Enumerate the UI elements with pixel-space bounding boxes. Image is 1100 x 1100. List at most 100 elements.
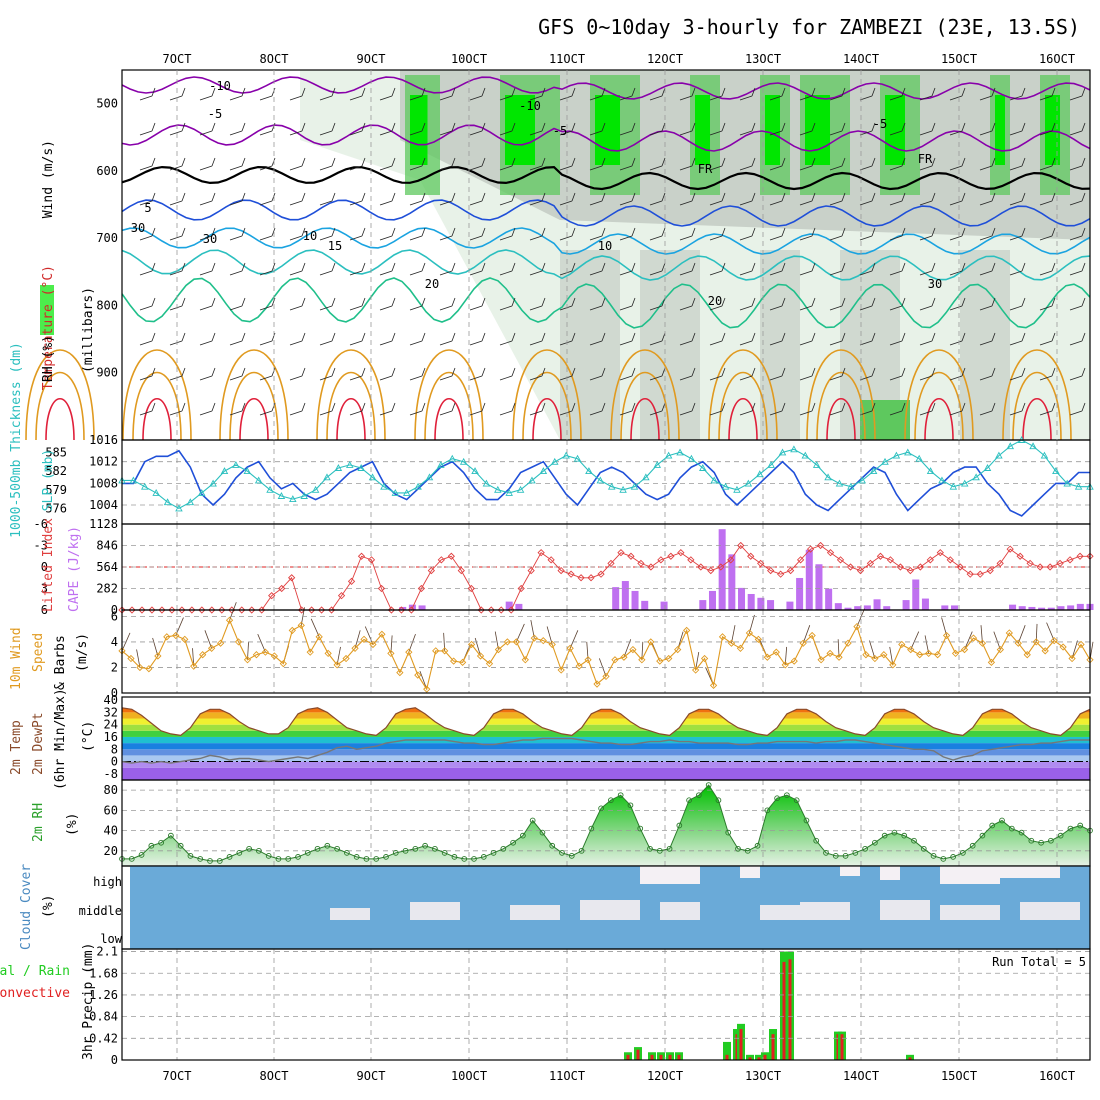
y-tick-label-rh: 20 — [104, 844, 118, 858]
li-series-point — [238, 606, 246, 614]
wind10m-series-point — [925, 649, 933, 658]
wind-barb — [409, 367, 426, 381]
cape-bar — [738, 587, 746, 610]
li-series-point — [737, 541, 745, 550]
contour-label: 10 — [598, 239, 612, 253]
rh2m-series-point — [568, 853, 575, 859]
wind-barb — [739, 192, 756, 206]
wind-barb — [919, 332, 936, 346]
wind-barb — [349, 367, 366, 381]
wind10m-series-point — [530, 634, 538, 642]
wind-barb — [739, 402, 756, 416]
li-series-point — [337, 592, 346, 600]
temp-contour-boundary-layer — [904, 349, 974, 441]
precip-total-bar — [723, 1041, 731, 1060]
wind10m-series-point — [978, 639, 987, 647]
wind-barb — [319, 402, 336, 416]
wind-barb — [379, 297, 396, 311]
y-tick-label-li: -6 — [34, 517, 48, 531]
rh2m-series-point — [128, 856, 135, 862]
dewpt2m-series — [121, 737, 1090, 764]
contour-label: 20 — [425, 277, 439, 291]
rh2m-series-point — [256, 847, 262, 854]
wind10m-series-point — [199, 651, 207, 659]
rh-shade-bright — [410, 95, 428, 165]
li-series-point — [1076, 552, 1084, 560]
li-series-point — [667, 552, 675, 560]
wind-barb — [1009, 297, 1026, 311]
wind-barb — [919, 402, 936, 416]
cloud-high-block — [940, 866, 1000, 884]
wind-barb — [1069, 262, 1086, 276]
wind-barb — [979, 297, 996, 311]
wind-barb — [769, 297, 786, 311]
wind-barb — [529, 402, 546, 416]
wind-barb — [469, 87, 486, 101]
rh2m-series-point — [940, 856, 947, 862]
wind-barb — [319, 367, 336, 381]
temp-contour-boundary-layer — [708, 349, 778, 441]
contour-label: FR — [918, 152, 933, 166]
wind-barb — [379, 227, 396, 241]
rh2m-series-point — [285, 856, 292, 862]
thickness-series-point — [721, 482, 730, 490]
li-series-point — [1006, 545, 1014, 553]
wind-barb — [769, 227, 786, 241]
x-tick-label-bottom: 8OCT — [260, 1069, 289, 1083]
wind-barb — [469, 122, 486, 136]
thickness-series-point — [471, 467, 479, 475]
wind-barb — [319, 157, 336, 171]
wind-barb — [739, 367, 756, 381]
thickness-series-point — [926, 467, 935, 475]
wind-barb — [679, 157, 696, 171]
wind10m-series-point — [279, 659, 287, 668]
rh2m-series-point — [999, 817, 1005, 824]
ylabel-speed: Speed — [31, 633, 46, 672]
rh2m-series-point — [148, 842, 155, 849]
li-series-point — [307, 606, 316, 614]
rh2m-series-point — [304, 849, 311, 856]
ylabel-cape: CAPE (J/kg) — [67, 526, 82, 612]
wind10m-series-point — [225, 616, 234, 624]
wind-barb — [139, 122, 156, 136]
wind-barb — [919, 227, 936, 241]
y-tick-label-precip: 0.84 — [89, 1010, 118, 1024]
rh2m-series-point — [744, 847, 751, 854]
li-series-point — [587, 574, 595, 582]
li-series-point — [357, 552, 366, 560]
wind-barb — [619, 192, 636, 206]
wind-barb — [499, 122, 516, 136]
temp-contour-boundary-layer — [728, 397, 758, 441]
wind-barb — [949, 332, 966, 346]
thickness-series-point — [289, 495, 297, 503]
wind-barb — [619, 262, 636, 276]
wind-barb — [799, 262, 816, 276]
thickness-series-point — [163, 498, 172, 506]
li-series-point — [407, 606, 416, 614]
wind-barb — [1039, 332, 1056, 346]
contour-label: -5 — [873, 117, 887, 131]
rh2m-series-point — [392, 849, 399, 856]
thickness-panel: 1004 1008 1012 1016 576 579 582 585 1000-500mb T… — [9, 342, 118, 538]
wind-barb — [1009, 157, 1026, 171]
ylabel-wind-unit: (m/s) — [75, 633, 90, 672]
contour-label: 20 — [708, 294, 722, 308]
wind-barb — [949, 297, 966, 311]
wind-barb — [289, 262, 306, 276]
wind-barb — [199, 227, 216, 241]
li-series-point — [457, 566, 465, 575]
y-tick-label-temp: 16 — [104, 730, 118, 744]
temp-contour-boundary-layer — [414, 349, 484, 441]
x-tick-label-bottom: 7OCT — [163, 1069, 192, 1083]
thickness-series-point — [881, 457, 889, 465]
wind-barb — [649, 367, 666, 381]
rh2m-series-point — [216, 858, 223, 864]
li-series-point — [1016, 552, 1024, 560]
li-series-point — [198, 606, 206, 614]
li-series-point — [677, 549, 685, 557]
li-series-point — [547, 556, 555, 564]
li-series-point — [966, 570, 974, 578]
rh2m-series-point — [617, 792, 624, 799]
